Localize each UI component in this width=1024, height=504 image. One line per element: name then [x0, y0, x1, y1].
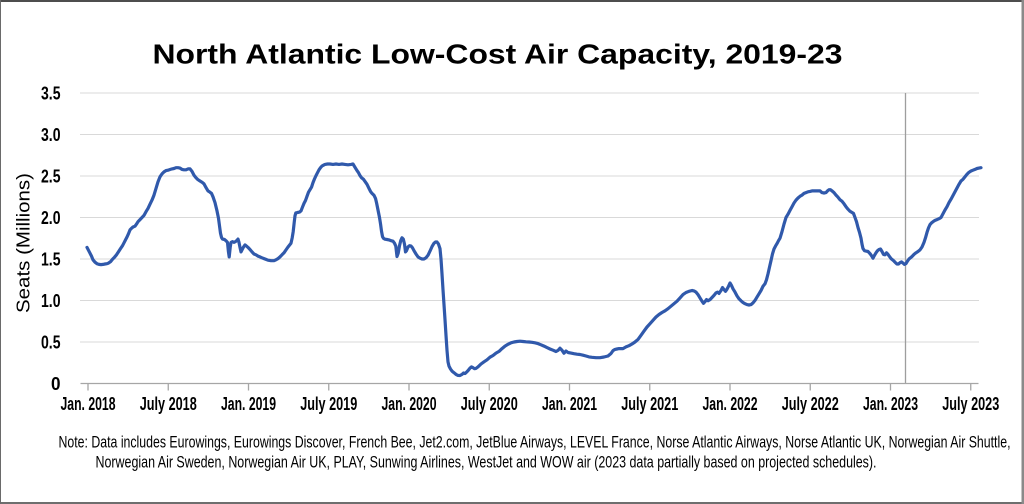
svg-text:Jan. 2018: Jan. 2018	[61, 394, 116, 414]
svg-text:July 2023: July 2023	[942, 394, 999, 414]
svg-text:Jan. 2019: Jan. 2019	[221, 394, 276, 414]
svg-text:July 2018: July 2018	[140, 394, 197, 414]
svg-text:Jan. 2023: Jan. 2023	[863, 394, 918, 414]
svg-text:Norwegian Air Sweden, Norwegia: Norwegian Air Sweden, Norwegian Air UK, …	[96, 454, 877, 472]
svg-text:Note: Data includes Eurowings,: Note: Data includes Eurowings, Eurowings…	[59, 434, 1011, 452]
svg-text:July 2021: July 2021	[621, 394, 678, 414]
svg-text:2.5: 2.5	[41, 166, 61, 186]
svg-text:3.5: 3.5	[41, 83, 61, 103]
svg-text:3.0: 3.0	[41, 125, 61, 145]
svg-text:0.5: 0.5	[41, 332, 61, 352]
svg-text:July 2022: July 2022	[782, 394, 839, 414]
svg-text:Seats (Millions): Seats (Millions)	[14, 173, 34, 313]
svg-text:2.0: 2.0	[41, 208, 61, 228]
svg-text:Jan. 2021: Jan. 2021	[542, 394, 597, 414]
svg-text:Jan. 2022: Jan. 2022	[703, 394, 758, 414]
svg-text:July 2020: July 2020	[461, 394, 518, 414]
svg-text:1.0: 1.0	[41, 291, 61, 311]
svg-text:North Atlantic Low-Cost Air Ca: North Atlantic Low-Cost Air Capacity, 20…	[153, 39, 843, 70]
svg-text:1.5: 1.5	[41, 249, 61, 269]
svg-text:0: 0	[51, 374, 61, 394]
svg-text:July 2019: July 2019	[300, 394, 357, 414]
svg-text:Jan. 2020: Jan. 2020	[382, 394, 437, 414]
